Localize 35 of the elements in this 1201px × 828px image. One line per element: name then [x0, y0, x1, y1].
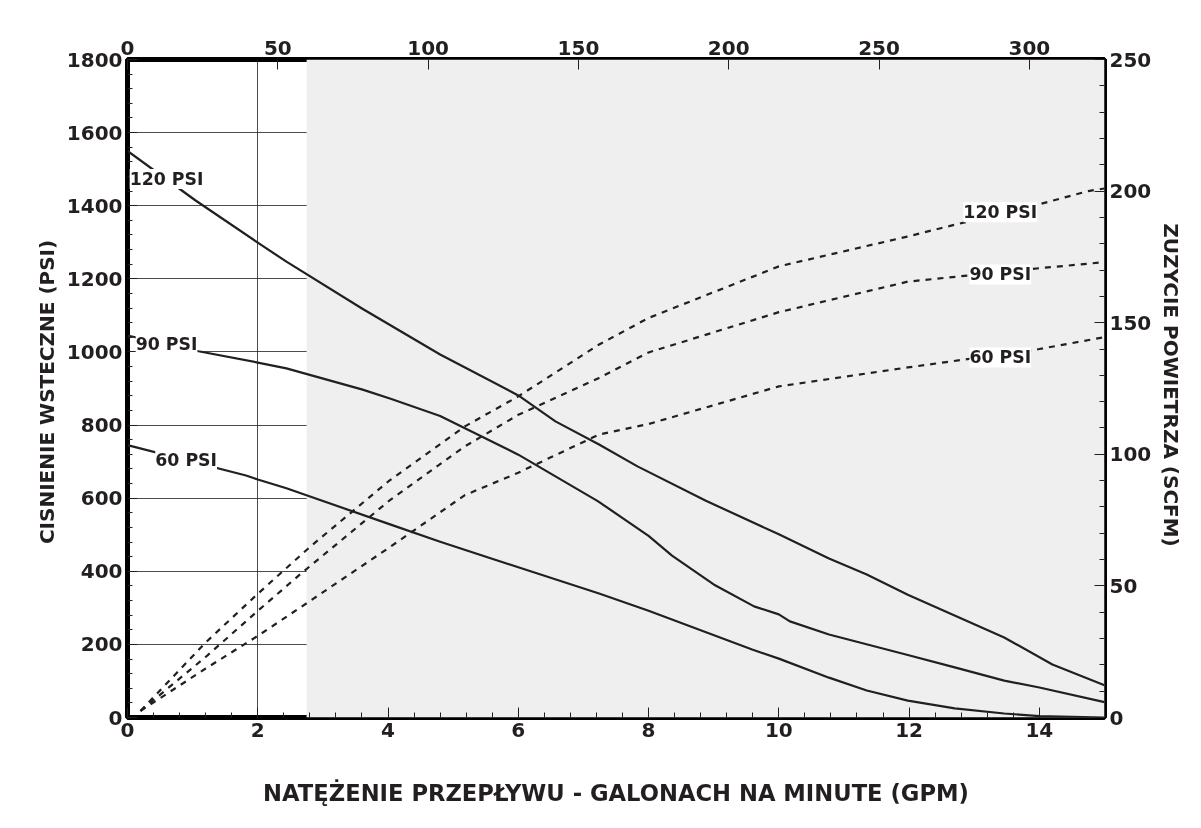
x2-tick-label: 50 — [263, 35, 292, 60]
x2-tick-label: 300 — [1008, 35, 1051, 60]
x2-tick-label: 250 — [858, 35, 900, 60]
x-tick-label: 8 — [641, 717, 656, 742]
y-tick-label: 1200 — [66, 266, 123, 291]
annotation: 90 PSI — [969, 264, 1032, 285]
x-tick-label: 6 — [511, 717, 526, 742]
x2-tick-label: 150 — [557, 35, 600, 60]
y2-tick-label: 200 — [1109, 179, 1152, 204]
y2-tick-label: 150 — [1109, 310, 1152, 335]
x2-tick-label: 100 — [407, 35, 449, 60]
x-tick-label: 4 — [381, 717, 395, 742]
y-tick-label: 200 — [80, 632, 123, 657]
y-axis-title: CISNIENIE WSTECZNE (PSI) — [34, 239, 59, 545]
x-tick-label: 14 — [1025, 717, 1054, 742]
y2-tick-label: 100 — [1109, 442, 1152, 467]
y-tick-label: 1600 — [66, 120, 123, 145]
y2-axis-title: ZUZYCIE POWIETRZA (SCFM) — [1159, 223, 1184, 547]
x-tick-label: 10 — [764, 717, 793, 742]
x-tick-label: 12 — [895, 717, 924, 742]
annotation: 60 PSI — [155, 450, 218, 471]
x-tick-label: 2 — [250, 717, 265, 742]
y2-tick-label: 250 — [1109, 47, 1152, 72]
annotation: 60 PSI — [969, 347, 1032, 368]
y-tick-label: 1400 — [66, 193, 123, 218]
y2-tick-label: 50 — [1109, 573, 1138, 598]
y-tick-label: 400 — [80, 559, 123, 584]
x2-tick-label: 200 — [707, 35, 750, 60]
y-tick-label: 600 — [80, 486, 123, 511]
annotation: 120 PSI — [963, 202, 1038, 223]
y-tick-label: 800 — [80, 413, 123, 438]
y-tick-label: 1000 — [66, 339, 123, 364]
annotation: 120 PSI — [129, 169, 204, 190]
x-axis-title: NATĘŻENIE PRZEPŁYWU - GALONACH NA MINUTE (GPM) — [263, 778, 969, 806]
annotation: 90 PSI — [135, 334, 198, 355]
